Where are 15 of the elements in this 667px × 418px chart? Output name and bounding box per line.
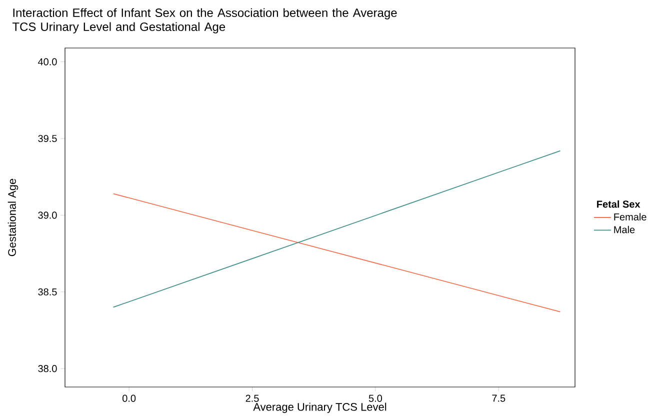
legend-label: Male <box>614 226 635 234</box>
chart-title: Interaction Effect of Infant Sex on the Association between the Average TCS Urinary Level and Gestational Age <box>12 8 397 34</box>
x-tick-label: 2.5 <box>246 394 259 402</box>
y-tick-label: 39.0 <box>38 212 57 219</box>
x-tick-label: 7.5 <box>492 394 506 402</box>
legend-title: Fetal Sex <box>597 200 640 208</box>
x-axis-title: Average Urinary TCS Level <box>253 402 386 413</box>
y-tick-label: 40.0 <box>38 58 57 66</box>
x-tick-label: 0.0 <box>122 394 136 402</box>
y-axis-title: Gestational Age <box>8 178 18 256</box>
y-tick-label: 38.0 <box>38 365 57 372</box>
x-tick-label: 5.0 <box>368 394 382 402</box>
y-tick-label: 39.5 <box>38 134 57 142</box>
legend-label: Female <box>614 213 646 220</box>
y-tick-label: 38.5 <box>38 288 57 296</box>
